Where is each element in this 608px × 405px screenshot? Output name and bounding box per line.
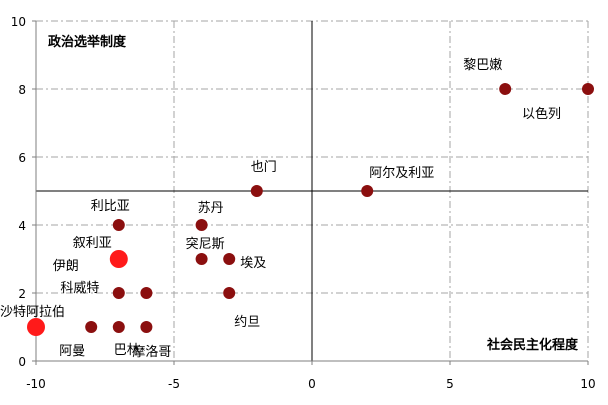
data-point — [223, 287, 236, 299]
data-point — [195, 253, 208, 265]
point-label: 巴林 — [114, 343, 140, 358]
point-label: 阿尔及利亚 — [369, 166, 434, 181]
y-tick-label: 4 — [18, 219, 26, 233]
data-point — [250, 185, 263, 197]
point-label: 摩洛哥 — [132, 344, 171, 360]
data-point — [112, 321, 125, 333]
data-point — [109, 250, 128, 268]
point-label: 以色列 — [522, 106, 561, 122]
point-label: 突尼斯 — [186, 236, 225, 252]
data-point — [499, 83, 512, 95]
x-tick-label: 10 — [580, 377, 595, 391]
axes — [32, 20, 589, 365]
point-label: 约旦 — [234, 315, 260, 330]
data-points — [27, 83, 594, 336]
point-label: 阿曼 — [59, 344, 85, 359]
data-point — [140, 321, 153, 333]
point-label: 伊朗 — [53, 259, 79, 274]
data-point — [85, 321, 98, 333]
point-label: 沙特阿拉伯 — [0, 305, 65, 320]
data-point — [27, 318, 45, 336]
corner-label-bottom-right: 社会民主化程度 — [486, 337, 579, 353]
data-point — [140, 287, 153, 299]
data-point — [112, 287, 125, 299]
y-tick-label: 8 — [18, 83, 26, 97]
y-tick-label: 10 — [11, 15, 26, 29]
reference-lines — [36, 21, 588, 361]
x-tick-label: -5 — [168, 377, 180, 391]
y-tick-label: 6 — [18, 151, 26, 165]
point-label: 黎巴嫩 — [463, 58, 502, 73]
data-point — [112, 219, 125, 231]
point-label: 也门 — [251, 160, 277, 175]
x-tick-label: 5 — [446, 377, 454, 391]
data-point — [223, 253, 236, 265]
point-label: 利比亚 — [91, 199, 130, 214]
y-tick-label: 2 — [18, 287, 26, 301]
data-point — [582, 83, 594, 95]
point-label: 苏丹 — [198, 200, 224, 216]
corner-label-top-left: 政治选举制度 — [48, 34, 127, 50]
point-label: 埃及 — [240, 256, 266, 271]
y-tick-label: 0 — [18, 355, 26, 369]
data-point — [361, 185, 374, 197]
point-label: 科威特 — [60, 281, 99, 296]
x-tick-label: -10 — [26, 377, 46, 391]
point-label: 叙利亚 — [73, 236, 112, 251]
x-tick-label: 0 — [308, 377, 316, 391]
tick-labels: -10 -5 0 5 10 0 2 4 6 8 10 — [11, 15, 596, 391]
data-point — [195, 219, 208, 231]
